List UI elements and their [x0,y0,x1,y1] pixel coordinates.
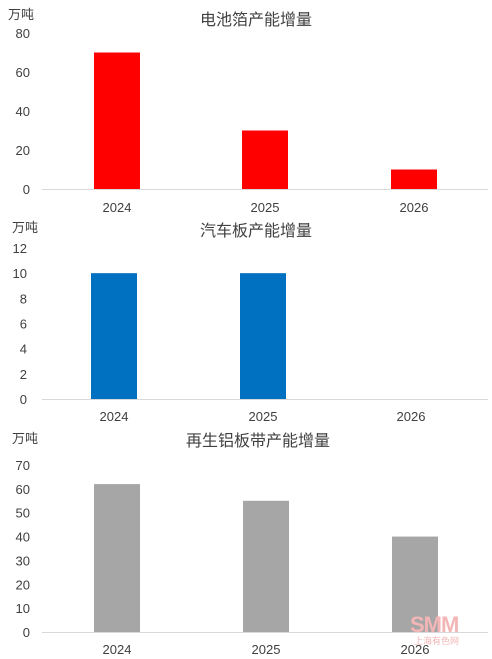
x-tick-label: 2025 [251,200,280,215]
y-ticks: 0 2 4 6 8 10 12 [13,241,27,407]
y-tick-label: 40 [16,530,30,545]
y-tick-label: 40 [16,104,30,119]
x-tick-label: 2024 [103,200,132,215]
x-tick-label: 2025 [252,642,281,657]
y-tick-label: 12 [13,241,27,256]
chart-panel-battery-foil: 电池箔产能增量 万吨 0 20 40 60 80 2024 2025 2026 [8,7,488,215]
y-tick-label: 60 [16,65,30,80]
bar-2025 [243,500,289,632]
smm-watermark: SMM 上海有色网 [410,612,459,646]
unit-label: 万吨 [12,220,38,235]
x-ticks: 2024 2025 2026 [103,642,430,657]
y-tick-label: 80 [16,26,30,41]
bar-2026 [392,536,438,632]
bars [94,484,438,632]
x-ticks: 2024 2025 2026 [100,409,426,424]
chart-title: 汽车板产能增量 [200,222,312,240]
y-tick-label: 4 [20,342,27,357]
bars [94,52,437,189]
y-tick-label: 8 [20,291,27,306]
y-ticks: 0 10 20 30 40 50 60 70 [16,458,30,640]
bar-2025 [240,273,286,399]
y-tick-label: 6 [20,317,27,332]
unit-label: 万吨 [8,7,34,22]
y-tick-label: 20 [16,143,30,158]
watermark-subtext: 上海有色网 [414,635,459,646]
x-tick-label: 2024 [103,642,132,657]
y-tick-label: 70 [16,458,30,473]
bar-2024 [94,484,140,632]
x-tick-label: 2025 [249,409,278,424]
y-tick-label: 30 [16,553,30,568]
y-tick-label: 2 [20,367,27,382]
x-tick-label: 2026 [400,200,429,215]
y-ticks: 0 20 40 60 80 [16,26,30,197]
unit-label: 万吨 [12,431,38,446]
y-tick-label: 20 [16,577,30,592]
watermark-logo: SMM [410,612,458,637]
x-tick-label: 2024 [100,409,129,424]
bar-2025 [242,130,288,189]
bars [91,273,286,399]
bar-2024 [94,52,140,189]
x-tick-label: 2026 [401,642,430,657]
x-tick-label: 2026 [397,409,426,424]
chart-panel-auto-sheet: 汽车板产能增量 万吨 0 2 4 6 8 10 12 2024 2025 2026 [12,220,488,424]
bar-2024 [91,273,137,399]
x-ticks: 2024 2025 2026 [103,200,429,215]
y-tick-label: 60 [16,482,30,497]
y-tick-label: 0 [23,625,30,640]
y-tick-label: 0 [20,392,27,407]
y-tick-label: 10 [16,601,30,616]
y-tick-label: 0 [23,182,30,197]
y-tick-label: 10 [13,266,27,281]
chart-title: 再生铝板带产能增量 [186,432,330,450]
bar-2026 [391,169,437,189]
chart-title: 电池箔产能增量 [200,11,312,29]
y-tick-label: 50 [16,506,30,521]
